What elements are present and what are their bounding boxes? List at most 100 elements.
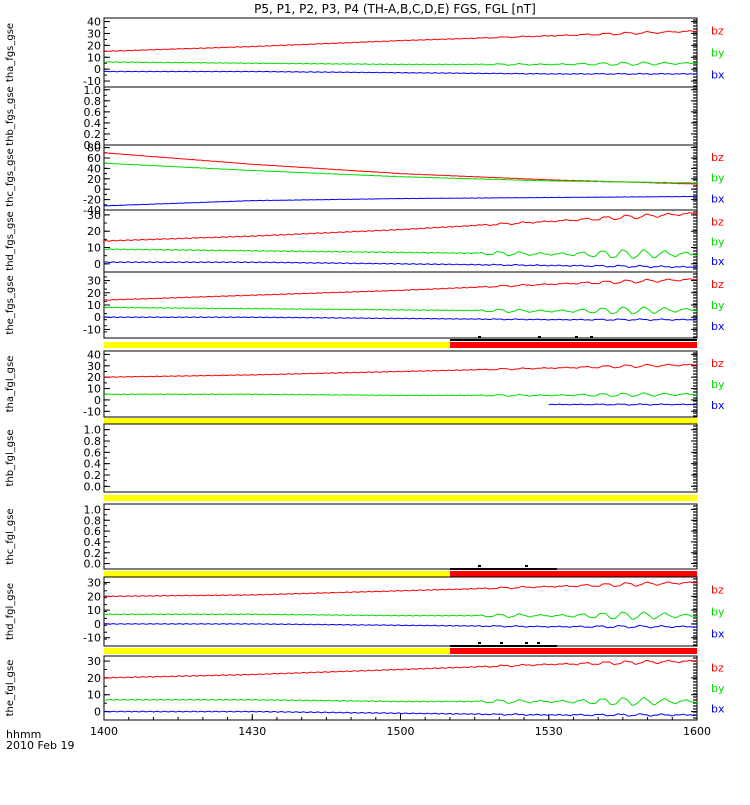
series-bz-line (104, 152, 698, 185)
legend-bz: bz (711, 278, 724, 291)
mode-bar-slow (104, 571, 450, 577)
panel-frame (103, 423, 698, 493)
y-tick-label: 0 (94, 618, 101, 631)
mode-bar-slow (104, 342, 450, 348)
y-tick-label: 80 (87, 142, 101, 155)
y-tick-label: 0.0 (84, 558, 102, 571)
y-tick-label: 40 (87, 16, 101, 29)
y-tick-label: 30 (87, 655, 101, 668)
y-tick-label: 10 (87, 299, 101, 312)
legend-by: by (711, 605, 725, 618)
legend-bz: bz (711, 357, 724, 370)
y-tick-label: 10 (87, 242, 101, 255)
x-tick-label: 1500 (387, 725, 415, 738)
y-tick-label: 0 (94, 311, 101, 324)
time-axis: 1400 1430 1500 1530 1600 (90, 714, 711, 738)
series-bz-line (103, 30, 698, 52)
legend-bz: bz (711, 24, 724, 37)
y-tick-label: 0.2 (84, 469, 102, 482)
y-tick-label: 20 (87, 371, 101, 384)
y-tick-label: -10 (83, 632, 101, 645)
y-tick-label: 10 (87, 689, 101, 702)
x-tick-label: 1530 (535, 725, 563, 738)
legend-by: by (711, 378, 725, 391)
y-tick-label: 0.4 (84, 117, 102, 130)
legend-bz: bz (711, 151, 724, 164)
panel-frame (103, 655, 698, 721)
mode-bar-slow (104, 648, 450, 654)
series-bx-line (103, 710, 698, 717)
y-tick-label: -40 (83, 204, 101, 217)
series-by-line (103, 611, 698, 620)
y-axis-label: thc_fgs_gse (5, 148, 16, 207)
panel-frame (103, 350, 698, 418)
y-tick-label: 30 (87, 27, 101, 40)
burst-tick (590, 336, 593, 338)
y-tick-label: 30 (87, 275, 101, 288)
panel-frame (103, 576, 698, 647)
time-axis-label-hhmm: hhmm (6, 728, 41, 741)
mode-bar-slow (104, 418, 697, 424)
legend-bz: bz (711, 583, 724, 596)
series-by-line (103, 306, 698, 315)
y-tick-label: -20 (83, 194, 101, 207)
legend-bx: bx (711, 399, 725, 412)
panel-frame (103, 209, 698, 273)
y-axis-label: thd_fgl_gse (5, 583, 16, 640)
y-tick-label: 0 (94, 706, 101, 719)
burst-tick (537, 642, 540, 644)
panel-frame (103, 17, 698, 88)
y-tick-label: -10 (83, 323, 101, 336)
y-tick-label: 0 (94, 394, 101, 407)
series-by-line (103, 392, 698, 397)
series-bz-line (103, 278, 698, 301)
mode-bar-fast (450, 342, 697, 348)
legend-bz: bz (711, 662, 724, 675)
y-axis-label: thb_fgl_gse (5, 430, 16, 487)
series-bx-line (103, 316, 698, 321)
y-axis-label: the_fgl_gse (5, 660, 16, 717)
burst-bar (450, 339, 697, 341)
legend-bz: bz (711, 215, 724, 228)
burst-tick (478, 336, 481, 338)
y-tick-label: 20 (87, 39, 101, 52)
legend-by: by (711, 46, 725, 59)
y-tick-label: 0.0 (84, 480, 102, 493)
series-bx-line (548, 403, 698, 406)
x-tick-label: 1600 (683, 725, 711, 738)
y-tick-label: 10 (87, 383, 101, 396)
legend-bx: bx (711, 627, 725, 640)
y-tick-label: 0 (94, 258, 101, 271)
panel-the_fgl_gse: 30 20 10 0 the_fgl_gse bz by bx (5, 655, 725, 721)
burst-tick (525, 642, 528, 644)
y-axis-label: thd_fgs_gse (5, 211, 16, 270)
time-axis-label-date: 2010 Feb 19 (6, 739, 74, 752)
legend-bx: bx (711, 320, 725, 333)
panel-thb_fgl_gse: 1.00.80.60.40.20.0 thb_fgl_gse (5, 423, 698, 501)
y-tick-label: 30 (87, 360, 101, 373)
panel-frame (103, 271, 698, 339)
x-tick-label: 1400 (90, 725, 118, 738)
y-tick-label: -10 (83, 405, 101, 418)
legend-by: by (711, 682, 725, 695)
series-by-line (103, 162, 698, 184)
y-tick-label: 20 (87, 590, 101, 603)
burst-bar (450, 645, 557, 647)
legend-bx: bx (711, 703, 725, 716)
y-tick-label: 0.6 (84, 446, 102, 459)
y-tick-label: 20 (87, 672, 101, 685)
y-tick-label: 20 (87, 287, 101, 300)
panel-frame (103, 503, 698, 570)
burst-bar (450, 568, 557, 570)
panel-frame (103, 144, 698, 211)
y-tick-label: 1.0 (84, 503, 102, 516)
y-axis-label: the_fgs_gse (5, 275, 16, 334)
mode-bar-fast (450, 648, 697, 654)
y-tick-label: 20 (87, 225, 101, 238)
burst-tick (478, 642, 481, 644)
y-tick-label: 0.4 (84, 536, 102, 549)
